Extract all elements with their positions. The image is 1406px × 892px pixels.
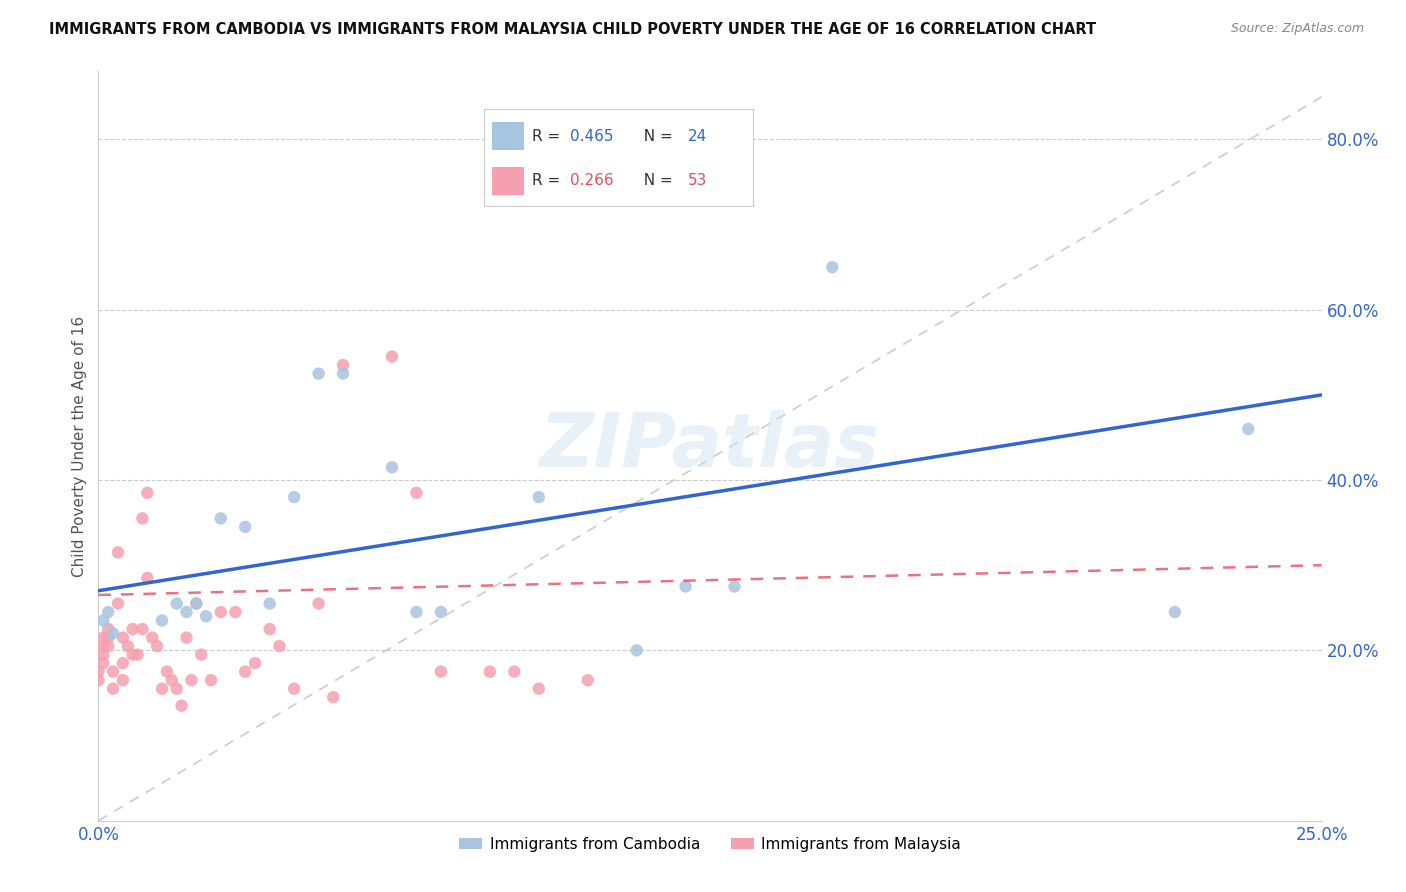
Point bbox=[111, 673, 134, 688]
Point bbox=[209, 605, 232, 619]
Point bbox=[332, 367, 354, 381]
Point bbox=[150, 614, 173, 628]
Point bbox=[269, 639, 291, 653]
Point bbox=[136, 485, 159, 500]
Point bbox=[107, 545, 129, 559]
Point bbox=[170, 698, 193, 713]
Point bbox=[146, 639, 169, 653]
Point bbox=[527, 681, 550, 696]
Point bbox=[150, 681, 173, 696]
Point bbox=[176, 605, 198, 619]
Point bbox=[136, 571, 159, 585]
Text: IMMIGRANTS FROM CAMBODIA VS IMMIGRANTS FROM MALAYSIA CHILD POVERTY UNDER THE AGE: IMMIGRANTS FROM CAMBODIA VS IMMIGRANTS F… bbox=[49, 22, 1097, 37]
Point bbox=[1237, 422, 1260, 436]
Point bbox=[121, 622, 143, 636]
Point bbox=[478, 665, 501, 679]
Point bbox=[121, 648, 143, 662]
Point bbox=[405, 485, 427, 500]
Point bbox=[243, 656, 266, 670]
Legend: Immigrants from Cambodia, Immigrants from Malaysia: Immigrants from Cambodia, Immigrants fro… bbox=[453, 830, 967, 858]
Point bbox=[1164, 605, 1187, 619]
Point bbox=[166, 597, 188, 611]
Point bbox=[190, 648, 212, 662]
Point bbox=[675, 580, 697, 594]
Point bbox=[308, 597, 330, 611]
Text: Source: ZipAtlas.com: Source: ZipAtlas.com bbox=[1230, 22, 1364, 36]
Point bbox=[117, 639, 139, 653]
Point bbox=[224, 605, 246, 619]
Point bbox=[195, 609, 218, 624]
Point bbox=[131, 622, 153, 636]
Point bbox=[97, 622, 120, 636]
Point bbox=[91, 656, 114, 670]
Text: ZIPatlas: ZIPatlas bbox=[540, 409, 880, 483]
Point bbox=[87, 673, 110, 688]
Point bbox=[259, 622, 281, 636]
Point bbox=[283, 681, 305, 696]
Point bbox=[332, 358, 354, 372]
Point bbox=[200, 673, 222, 688]
Point bbox=[430, 665, 453, 679]
Point bbox=[166, 681, 188, 696]
Point bbox=[111, 656, 134, 670]
Point bbox=[97, 605, 120, 619]
Point bbox=[233, 520, 256, 534]
Point bbox=[322, 690, 344, 705]
Point bbox=[97, 631, 120, 645]
Point bbox=[405, 605, 427, 619]
Point bbox=[127, 648, 149, 662]
Point bbox=[308, 367, 330, 381]
Point bbox=[381, 350, 404, 364]
Point bbox=[156, 665, 179, 679]
Point bbox=[430, 605, 453, 619]
Y-axis label: Child Poverty Under the Age of 16: Child Poverty Under the Age of 16 bbox=[72, 316, 87, 576]
Point bbox=[87, 665, 110, 679]
Point bbox=[101, 665, 124, 679]
Point bbox=[91, 639, 114, 653]
Point bbox=[91, 631, 114, 645]
Point bbox=[131, 511, 153, 525]
Point bbox=[186, 597, 208, 611]
Point bbox=[821, 260, 844, 275]
Point bbox=[626, 643, 648, 657]
Point bbox=[97, 639, 120, 653]
Point bbox=[101, 681, 124, 696]
Point bbox=[259, 597, 281, 611]
Point bbox=[91, 614, 114, 628]
Point bbox=[141, 631, 163, 645]
Point bbox=[283, 490, 305, 504]
Point bbox=[180, 673, 202, 688]
Point bbox=[111, 631, 134, 645]
Point bbox=[576, 673, 599, 688]
Point bbox=[107, 597, 129, 611]
Point bbox=[91, 648, 114, 662]
Point bbox=[527, 490, 550, 504]
Point bbox=[176, 631, 198, 645]
Point bbox=[503, 665, 526, 679]
Point bbox=[381, 460, 404, 475]
Point bbox=[723, 580, 745, 594]
Point bbox=[209, 511, 232, 525]
Point bbox=[101, 626, 124, 640]
Point bbox=[160, 673, 183, 688]
Point bbox=[233, 665, 256, 679]
Point bbox=[186, 597, 208, 611]
